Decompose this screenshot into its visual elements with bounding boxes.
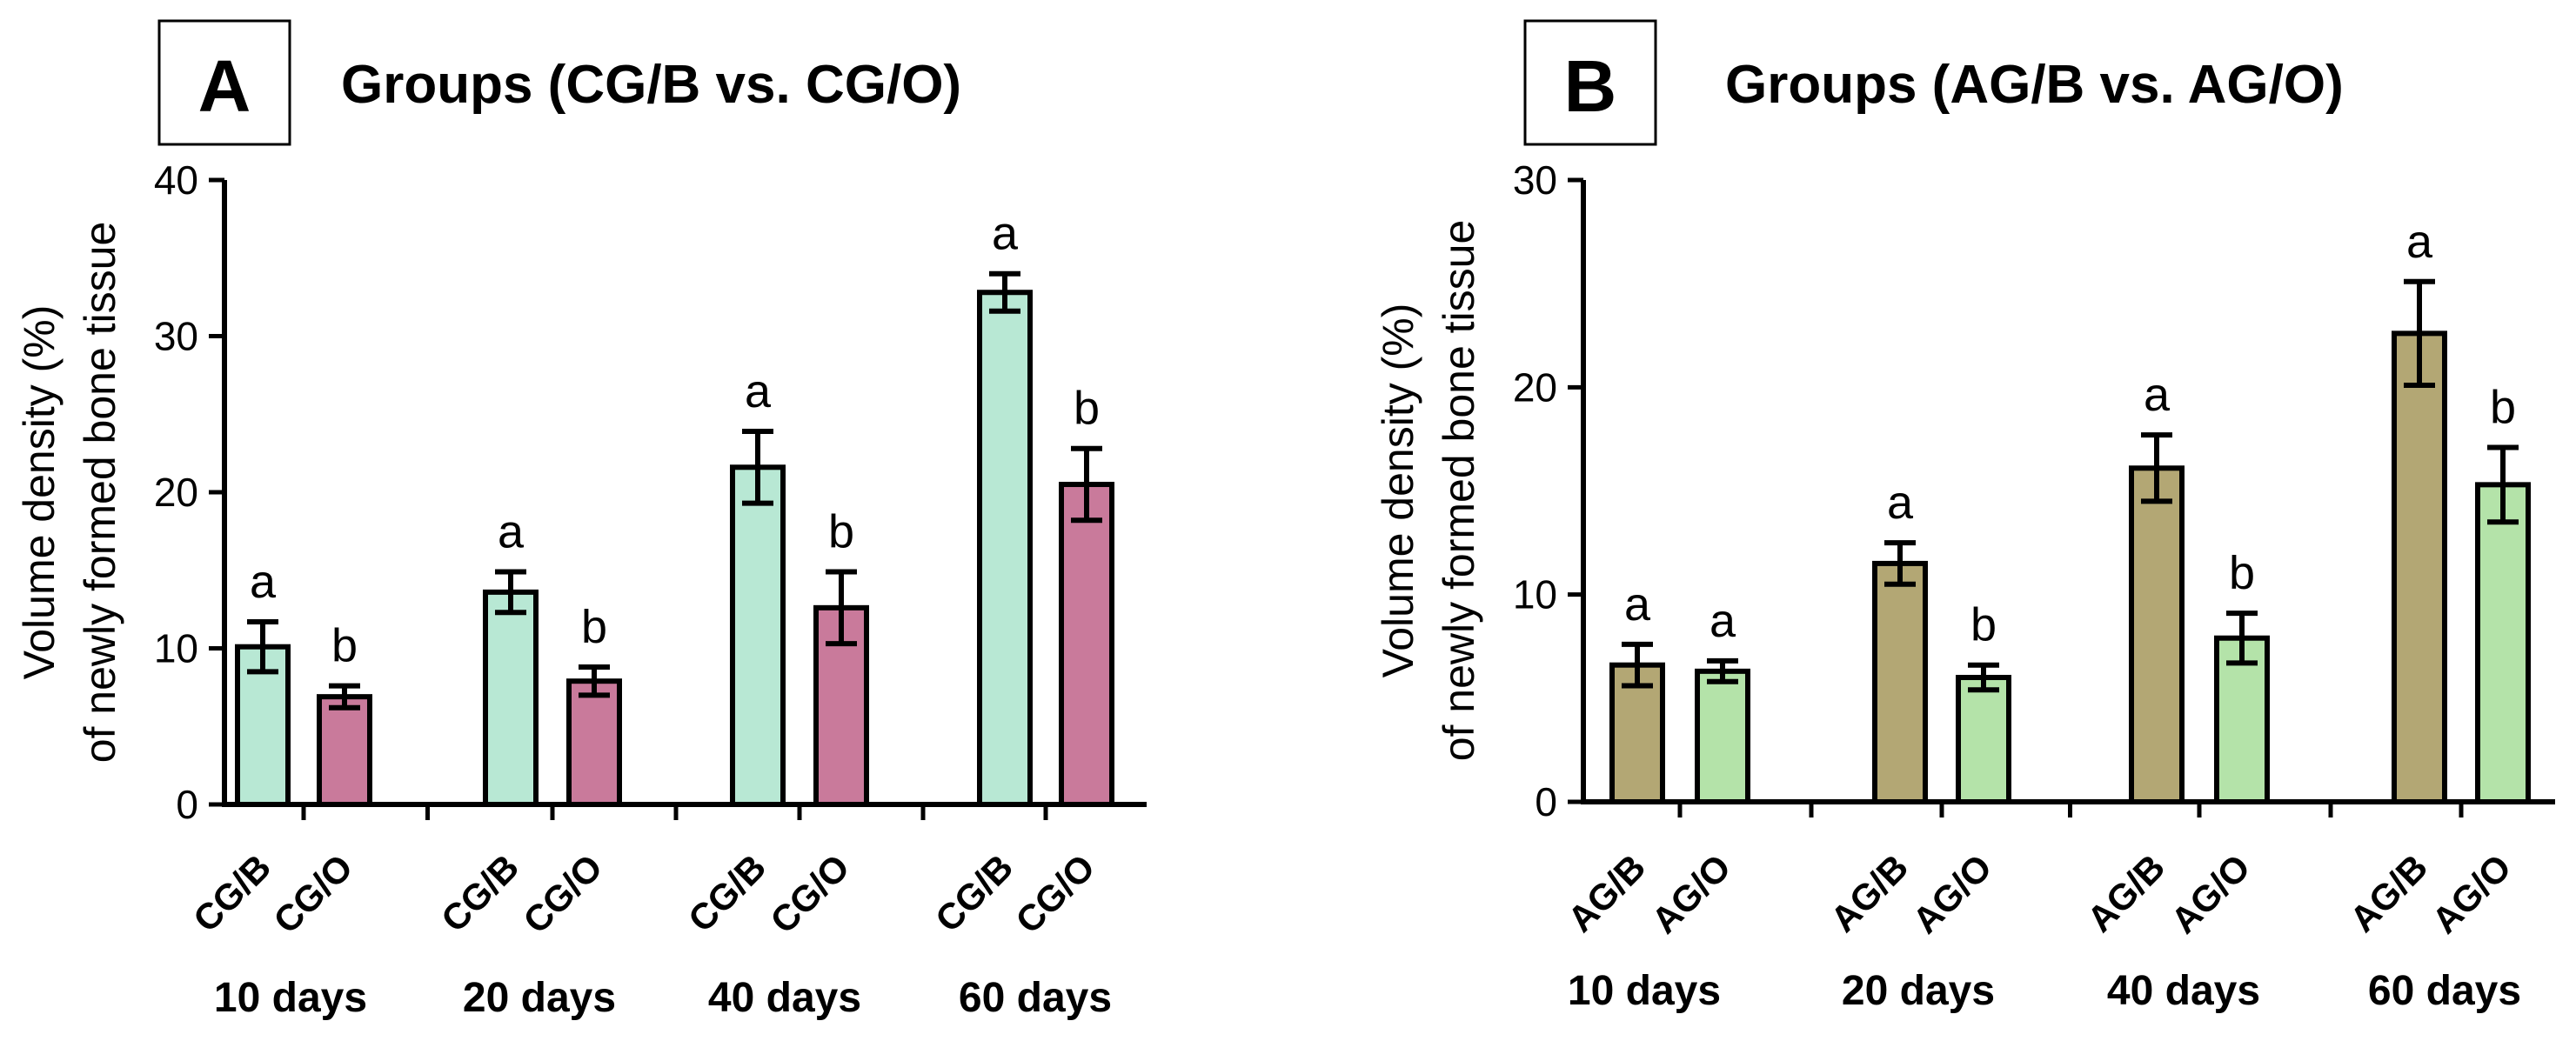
- panel-b-title: Groups (AG/B vs. AG/O): [1725, 55, 2344, 115]
- panel-b-ytick-label-10: 10: [1513, 572, 1557, 617]
- panel-a-cg-o-1-sig-label: b: [581, 601, 607, 653]
- panel-b-ag-o-3-sig-label: b: [2490, 381, 2516, 433]
- panel-b-ag-o-0-error-bar: [1707, 657, 1738, 684]
- panel-a-cg-o-3-category-label: CG/O: [1007, 846, 1102, 941]
- panel-a-cg-o-3-bar: [1059, 482, 1114, 808]
- panel-b-ag-o-0-sig-label: a: [1710, 595, 1736, 647]
- panel-a-cg-b-1-sig-label: a: [498, 506, 525, 558]
- panel-b-letter-box: [1523, 19, 1657, 146]
- panel-a-group-label-0: 10 days: [214, 975, 367, 1021]
- panel-a-cg-o-2-sig-label: b: [828, 506, 854, 558]
- panel-b-ag-b-3-category-label: AG/B: [2342, 846, 2435, 939]
- panel-b-ag-o-1-bar: [1956, 675, 2011, 804]
- panel-b-ag-b-3-sig-label: a: [2406, 216, 2433, 268]
- panel-a-ytick-label-30: 30: [154, 314, 198, 359]
- panel-b-ag-b-1-category-label: AG/B: [1823, 846, 1916, 939]
- panel-b-group-label-3: 60 days: [2368, 968, 2521, 1014]
- panel-a-cg-o-0-sig-label: b: [331, 620, 358, 672]
- panel-b-ag-o-0-category-label: AG/O: [1643, 846, 1738, 941]
- panel-b-ag-b-2-bar: [2129, 465, 2185, 804]
- panel-a-cg-b-1-error-bar: [495, 569, 526, 616]
- panel-a-cg-b-2-sig-label: a: [745, 365, 772, 417]
- panel-a-cg-o-2-error-bar: [826, 569, 857, 647]
- panel-a-cg-b-3-sig-label: a: [992, 208, 1019, 260]
- panel-b-ag-b-2-error-bar: [2141, 432, 2172, 504]
- panel-a-title: Groups (CG/B vs. CG/O): [341, 55, 961, 115]
- panel-a-letter-box: [157, 19, 291, 146]
- panel-a-cg-b-2-category-label: CG/B: [680, 846, 773, 939]
- panel-b-ytick-label-0: 0: [1535, 779, 1557, 824]
- panel-a-cg-b-2-bar: [730, 464, 786, 808]
- panel-a-cg-o-1-category-label: CG/O: [515, 846, 610, 941]
- panel-b-ag-o-1-category-label: AG/O: [1904, 846, 1999, 941]
- panel-b-ag-o-3-error-bar: [2487, 444, 2519, 525]
- panel-b-ag-o-1-error-bar: [1968, 662, 1999, 693]
- panel-a-group-label-1: 20 days: [463, 975, 616, 1021]
- panel-b-ag-b-1-bar: [1872, 560, 1928, 805]
- panel-b-group-label-0: 10 days: [1568, 968, 1721, 1014]
- panel-a-ytick-label-20: 20: [154, 470, 198, 515]
- panel-b-ylabel-line1: Volume density (%): [1374, 304, 1422, 678]
- panel-b-ag-o-1-sig-label: b: [1970, 599, 1997, 651]
- panel-b-ag-o-2-sig-label: b: [2229, 547, 2255, 599]
- panel-a-cg-b-3-error-bar: [989, 270, 1020, 314]
- panel-b-ag-o-3-bar: [2475, 482, 2531, 804]
- panel-b-ag-b-2-sig-label: a: [2144, 369, 2171, 421]
- panel-a-letter: A: [198, 45, 251, 127]
- panel-a-cg-b-1-category-label: CG/B: [433, 846, 526, 939]
- panel-a-cg-b-3-bar: [977, 290, 1033, 807]
- panel-a-ytick-label-40: 40: [154, 157, 198, 203]
- panel-a-cg-b-3-category-label: CG/B: [927, 846, 1020, 939]
- panel-b-ag-b-0-error-bar: [1622, 641, 1653, 689]
- panel-a-cg-b-0-error-bar: [247, 618, 278, 675]
- panel-b-ytick-label-20: 20: [1513, 364, 1557, 410]
- panel-a-cg-o-3-error-bar: [1071, 445, 1102, 524]
- panel-a-cg-b-1-bar: [483, 589, 539, 807]
- panel-b-letter: B: [1564, 45, 1617, 127]
- panel-a-cg-o-3-sig-label: b: [1074, 383, 1100, 435]
- panel-a-cg-o-0-bar: [317, 694, 372, 808]
- panel-b-ag-b-3-bar: [2392, 330, 2447, 805]
- panel-a-ylabel-line2: of newly formed bone tissue: [76, 222, 124, 764]
- panel-a-ylabel-line1: Volume density (%): [15, 305, 64, 680]
- panel-b-ag-b-0-sig-label: a: [1624, 578, 1651, 631]
- panel-b-ytick-label-30: 30: [1513, 157, 1557, 203]
- panel-b-ag-o-3-category-label: AG/O: [2424, 846, 2519, 941]
- panel-a: A Groups (CG/B vs. CG/O) Volume density (%…: [15, 19, 1147, 1021]
- panel-a-cg-o-1-bar: [566, 678, 622, 807]
- panel-a-cg-o-1-error-bar: [579, 664, 610, 698]
- panel-a-cg-o-0-error-bar: [329, 683, 360, 711]
- panel-a-ytick-label-0: 0: [176, 782, 198, 827]
- panel-a-group-label-3: 60 days: [959, 975, 1112, 1021]
- panel-a-cg-b-0-category-label: CG/B: [185, 846, 278, 939]
- panel-b-ag-b-2-category-label: AG/B: [2079, 846, 2172, 939]
- panel-b-ylabel-line2: of newly formed bone tissue: [1435, 220, 1483, 762]
- panel-a-cg-o-2-category-label: CG/O: [762, 846, 857, 941]
- panel-a-cg-b-2-error-bar: [742, 428, 773, 506]
- panel-b-ag-o-2-category-label: AG/O: [2163, 846, 2258, 941]
- panel-b-ag-o-2-error-bar: [2226, 611, 2258, 666]
- panel-b-group-label-1: 20 days: [1842, 968, 1995, 1014]
- panel-a-group-label-2: 40 days: [708, 975, 861, 1021]
- panel-b-ag-b-3-error-bar: [2404, 278, 2435, 388]
- panel-b-ag-o-0-bar: [1695, 668, 1750, 804]
- panel-a-ytick-label-10: 10: [154, 626, 198, 671]
- panel-b-group-label-2: 40 days: [2107, 968, 2260, 1014]
- panel-b-ag-b-0-category-label: AG/B: [1560, 846, 1653, 939]
- panel-a-cg-b-0-sig-label: a: [250, 556, 277, 608]
- panel-a-cg-o-0-category-label: CG/O: [265, 846, 360, 941]
- panel-b: B Groups (AG/B vs. AG/O) Volume density (%…: [1374, 19, 2555, 1014]
- panel-b-ag-b-1-error-bar: [1884, 540, 1916, 587]
- panel-b-ag-b-1-sig-label: a: [1887, 477, 1914, 529]
